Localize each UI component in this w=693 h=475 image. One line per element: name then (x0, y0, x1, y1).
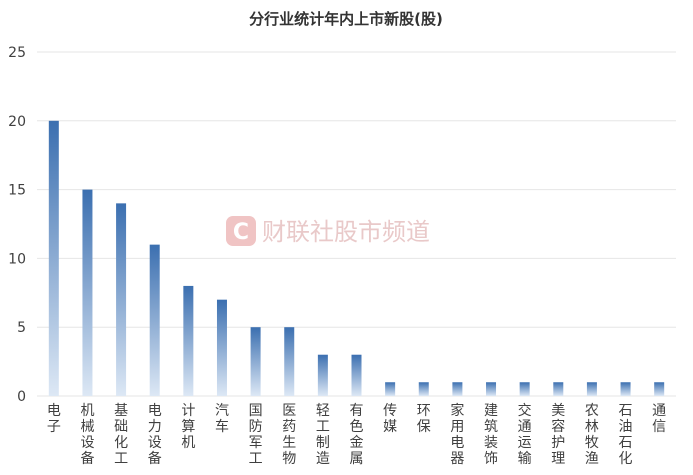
bar (82, 189, 93, 396)
x-axis-labels: 电子 机械设备 基础化工 电力设备 计算机 汽车 国防军工 医药生物 轻工制造 有色金属 传媒环保家… (47, 402, 666, 467)
y-tick-label: 0 (17, 389, 26, 405)
bar (250, 327, 261, 396)
y-tick-label: 15 (8, 183, 26, 199)
x-tick-label: 环保 (417, 403, 431, 435)
y-tick-label: 25 (8, 45, 26, 61)
bar (351, 354, 362, 396)
x-tick-label: 计算机 (181, 403, 195, 451)
x-tick-label: 农林牧渔 (585, 403, 599, 467)
bar (452, 382, 463, 396)
bar (586, 382, 597, 396)
y-axis: 0 5 10 15 20 25 (8, 45, 26, 405)
chart-title: 分行业统计年内上市新股(股) (249, 10, 443, 28)
gridlines (37, 51, 676, 397)
x-tick-label: 汽车 (215, 403, 229, 435)
x-tick-label: 石油石化 (619, 403, 633, 467)
x-tick-label: 国防军工 (249, 403, 263, 467)
y-tick-label: 20 (8, 114, 26, 130)
bar (519, 382, 530, 396)
bar (183, 285, 194, 396)
x-tick-label: 家用电器 (450, 402, 464, 467)
bar (385, 382, 396, 396)
bar (284, 327, 295, 396)
x-tick-label: 美容护理 (551, 403, 565, 467)
watermark: C 财联社股市频道 (226, 216, 430, 246)
x-tick-label: 通信 (652, 403, 666, 435)
x-tick-label: 电力设备 (148, 403, 162, 467)
x-tick-label: 电子 (47, 403, 61, 435)
y-tick-label: 10 (8, 251, 26, 267)
x-tick-label: 基础化工 (114, 402, 128, 467)
bar (149, 244, 160, 396)
x-tick-label: 传媒 (383, 403, 397, 435)
x-tick-label: 医药生物 (282, 403, 296, 467)
y-tick-label: 5 (17, 320, 26, 336)
bar (654, 382, 665, 396)
bar (216, 299, 227, 396)
bar (553, 382, 564, 396)
x-tick-label: 轻工制造 (316, 403, 330, 467)
watermark-logo-icon (226, 216, 256, 246)
bar (317, 354, 328, 396)
bar (48, 120, 59, 397)
x-tick-label: 交通运输 (518, 402, 532, 467)
bar (620, 382, 631, 396)
x-tick-label: 建筑装饰 (484, 403, 498, 467)
watermark-text: 财联社股市频道 (262, 218, 430, 246)
x-tick-label: 有色金属 (350, 403, 364, 467)
bar (116, 203, 127, 396)
bars (48, 120, 665, 397)
bar (418, 382, 429, 396)
watermark-logo-letter: C (233, 220, 249, 245)
bar (486, 382, 497, 396)
x-tick-label: 机械设备 (80, 403, 94, 467)
